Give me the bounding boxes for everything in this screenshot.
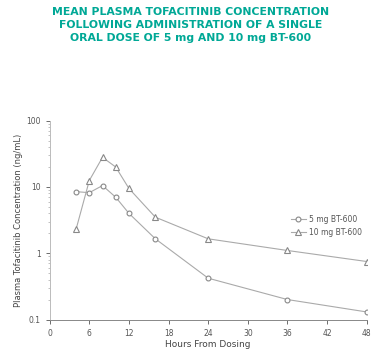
5 mg BT-600 <box>126 211 131 215</box>
5 mg BT-600 <box>285 297 290 302</box>
5 mg BT-600 <box>364 310 369 314</box>
10 mg BT-600 <box>285 248 290 253</box>
10 mg BT-600 <box>100 155 105 159</box>
5 mg BT-600 <box>153 237 158 241</box>
10 mg BT-600 <box>153 215 158 219</box>
10 mg BT-600 <box>113 165 118 169</box>
10 mg BT-600 <box>364 260 369 264</box>
Y-axis label: Plasma Tofacitinib Concentration (ng/mL): Plasma Tofacitinib Concentration (ng/mL) <box>15 133 23 307</box>
5 mg BT-600 <box>100 184 105 188</box>
Text: MEAN PLASMA TOFACITINIB CONCENTRATION
FOLLOWING ADMINISTRATION OF A SINGLE
ORAL : MEAN PLASMA TOFACITINIB CONCENTRATION FO… <box>52 7 330 43</box>
10 mg BT-600 <box>87 179 92 183</box>
5 mg BT-600 <box>113 195 118 200</box>
10 mg BT-600 <box>206 237 210 241</box>
Line: 10 mg BT-600: 10 mg BT-600 <box>73 154 369 264</box>
Legend: 5 mg BT-600, 10 mg BT-600: 5 mg BT-600, 10 mg BT-600 <box>288 212 365 240</box>
Line: 5 mg BT-600: 5 mg BT-600 <box>74 183 369 315</box>
10 mg BT-600 <box>126 186 131 191</box>
5 mg BT-600 <box>206 276 210 280</box>
X-axis label: Hours From Dosing: Hours From Dosing <box>165 340 251 349</box>
5 mg BT-600 <box>74 190 78 194</box>
5 mg BT-600 <box>87 191 92 195</box>
10 mg BT-600 <box>74 227 78 231</box>
